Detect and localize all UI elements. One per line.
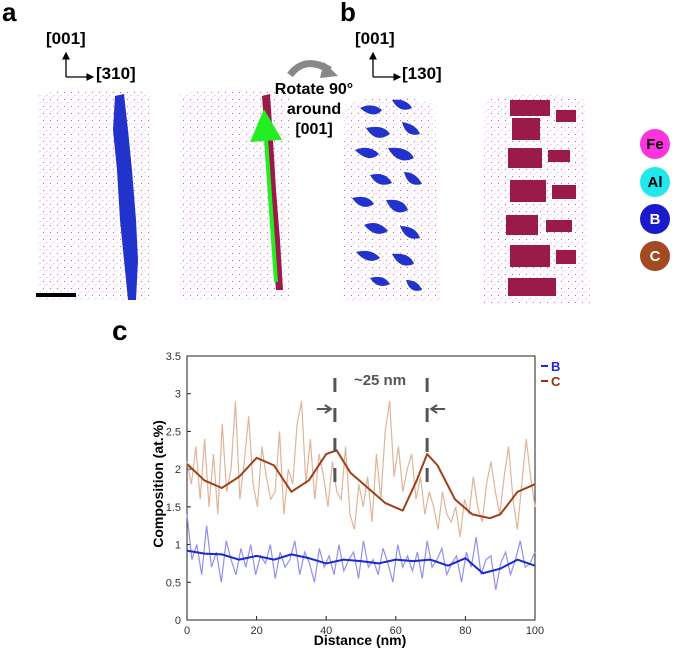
- series-B-raw: [186, 514, 536, 590]
- x-tick-label-0: 0: [184, 625, 190, 637]
- plot-area: 0 0.5 1 1.5 2 2.5 3 3.5 0 20 40 60 80 100: [166, 351, 544, 637]
- y-tick-label-3: 1.5: [166, 502, 181, 514]
- x-tick-label-3: 60: [390, 625, 402, 637]
- y-tick-label-6: 3: [175, 389, 181, 401]
- legend-b-label: B: [551, 359, 560, 374]
- x-tick-label-4: 80: [459, 625, 471, 637]
- tip-b-boron: [342, 97, 440, 302]
- legend-al: Al: [640, 167, 670, 197]
- panel-b-letter: b: [340, 0, 356, 27]
- spacing-annotation: ~25 nm: [354, 372, 406, 389]
- rotation-line-1: Rotate 90°: [274, 81, 354, 98]
- legend-c: C: [640, 241, 670, 271]
- axis-glyph-a: [62, 51, 95, 81]
- y-tick-label-0: 0: [175, 615, 181, 627]
- plot-frame: [186, 355, 536, 621]
- x-tick-label-1: 20: [250, 625, 262, 637]
- x-tick-label-5: 100: [526, 625, 544, 637]
- legend-c-label: C: [551, 374, 561, 389]
- composition-chart: 0 0.5 1 1.5 2 2.5 3 3.5 0 20 40 60 80 100 Composition…: [150, 351, 561, 648]
- y-tick-label-1: 0.5: [166, 577, 181, 589]
- rotation-line-2: around: [286, 101, 342, 118]
- arrow-left-marker-icon: [316, 404, 333, 414]
- y-tick-label-7: 3.5: [166, 351, 181, 363]
- panel-c-letter: c: [112, 315, 128, 346]
- profile-direction-arrow: [250, 109, 283, 283]
- atom-probe-reconstructions: [36, 51, 590, 305]
- rotation-arrowhead-icon: [320, 62, 338, 78]
- axis-b-right-label: [130]: [402, 64, 442, 83]
- y-tick-label-5: 2.5: [166, 426, 181, 438]
- legend-fe: Fe: [640, 129, 670, 159]
- rotation-annotation: Rotate 90° around [001]: [268, 80, 360, 140]
- legend-b: B: [640, 204, 670, 234]
- rotation-line-3: [001]: [295, 121, 333, 138]
- axis-a-right-label: [310]: [96, 64, 136, 83]
- tip-a-carbon: [180, 89, 290, 300]
- y-axis-label: Composition (at.%): [150, 420, 166, 548]
- axis-b-up-label: [001]: [355, 29, 395, 48]
- series-B-smooth: [186, 549, 536, 575]
- series-legend: B C: [541, 359, 561, 389]
- y-tick-label-2: 1: [175, 540, 181, 552]
- y-tick-label-4: 2: [175, 464, 181, 476]
- axis-a-up-label: [001]: [46, 29, 86, 48]
- arrow-right-marker-icon: [429, 404, 446, 414]
- x-axis-label: Distance (nm): [314, 632, 407, 648]
- x-tick-label-2: 40: [320, 625, 332, 637]
- tip-a-boron: [36, 89, 150, 300]
- series-C-smooth: [186, 449, 536, 520]
- tip-b-carbon: [482, 94, 590, 305]
- series-C-raw: [186, 401, 536, 538]
- panel-a-letter: a: [2, 0, 17, 27]
- axis-glyph-b: [369, 51, 402, 81]
